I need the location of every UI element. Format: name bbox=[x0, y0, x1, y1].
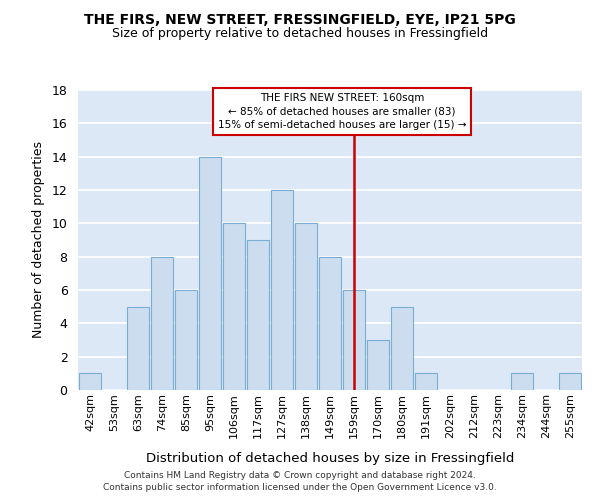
Text: Contains public sector information licensed under the Open Government Licence v3: Contains public sector information licen… bbox=[103, 484, 497, 492]
Bar bbox=[295, 224, 317, 390]
Bar bbox=[343, 290, 365, 390]
Text: THE FIRS NEW STREET: 160sqm
← 85% of detached houses are smaller (83)
15% of sem: THE FIRS NEW STREET: 160sqm ← 85% of det… bbox=[218, 94, 466, 130]
Bar bbox=[271, 190, 293, 390]
Bar bbox=[175, 290, 197, 390]
Bar bbox=[367, 340, 389, 390]
Bar bbox=[511, 374, 533, 390]
Text: THE FIRS, NEW STREET, FRESSINGFIELD, EYE, IP21 5PG: THE FIRS, NEW STREET, FRESSINGFIELD, EYE… bbox=[84, 12, 516, 26]
Bar bbox=[151, 256, 173, 390]
Bar bbox=[559, 374, 581, 390]
Bar bbox=[415, 374, 437, 390]
Text: Contains HM Land Registry data © Crown copyright and database right 2024.: Contains HM Land Registry data © Crown c… bbox=[124, 471, 476, 480]
Bar bbox=[391, 306, 413, 390]
Bar bbox=[223, 224, 245, 390]
Bar bbox=[127, 306, 149, 390]
Text: Size of property relative to detached houses in Fressingfield: Size of property relative to detached ho… bbox=[112, 28, 488, 40]
Y-axis label: Number of detached properties: Number of detached properties bbox=[32, 142, 45, 338]
X-axis label: Distribution of detached houses by size in Fressingfield: Distribution of detached houses by size … bbox=[146, 452, 514, 465]
Bar bbox=[247, 240, 269, 390]
Bar bbox=[79, 374, 101, 390]
Bar bbox=[319, 256, 341, 390]
Bar bbox=[199, 156, 221, 390]
